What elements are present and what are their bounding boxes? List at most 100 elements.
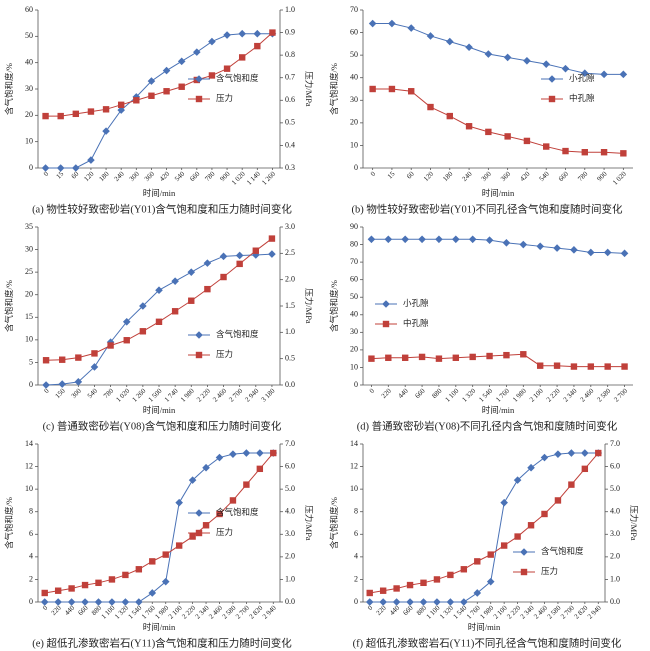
data-point bbox=[57, 112, 64, 120]
data-point bbox=[474, 558, 481, 565]
legend-marker bbox=[195, 351, 203, 359]
x-tick-label: 1 020 bbox=[611, 170, 628, 187]
data-point bbox=[392, 598, 401, 606]
data-point bbox=[67, 598, 76, 606]
y-tick-label: 0 bbox=[29, 163, 33, 172]
chart-caption: (b) 物性较好致密砂岩(Y01)不同孔径含气饱和度随时间变化 bbox=[352, 202, 623, 215]
y-tick-label: 70 bbox=[350, 257, 358, 266]
chart-caption: (f) 超低孔渗致密岩石(Y11)不同孔径含气饱和度随时间变化 bbox=[353, 636, 622, 649]
x-tick-label: 1 320 bbox=[460, 387, 477, 404]
x-tick-label: 60 bbox=[405, 170, 416, 181]
chart-caption: (a) 物性较好致密砂岩(Y01)含气饱和度和压力随时间变化 bbox=[32, 202, 292, 215]
y-tick-label: 40 bbox=[350, 73, 358, 82]
x-tick-label: 2 220 bbox=[180, 604, 197, 621]
data-point bbox=[433, 598, 441, 606]
x-axis-label: 时间/min bbox=[143, 405, 176, 415]
y2-tick-label: 5.0 bbox=[610, 484, 620, 493]
data-point bbox=[379, 598, 387, 606]
y-tick-label: 35 bbox=[25, 222, 33, 231]
data-point bbox=[527, 522, 535, 529]
data-point bbox=[487, 551, 494, 558]
data-point bbox=[187, 268, 196, 276]
chart-caption: (e) 超低孔渗致密岩石(Y11)含气饱和度和压力随时间变化 bbox=[32, 636, 292, 649]
y2-tick-label: 0.3 bbox=[285, 163, 295, 172]
x-tick-label: 0 bbox=[42, 387, 50, 395]
data-point bbox=[445, 37, 454, 46]
y2-tick-label: 2.0 bbox=[610, 552, 620, 561]
y2-tick-label: 0.0 bbox=[285, 597, 295, 606]
y2-tick-label: 1.5 bbox=[285, 301, 295, 310]
x-tick-label: 2 220 bbox=[195, 387, 212, 404]
y-tick-label: 70 bbox=[350, 5, 358, 14]
data-point bbox=[139, 328, 147, 335]
x-tick-label: 150 bbox=[54, 387, 67, 400]
legend-marker bbox=[195, 331, 203, 339]
data-point bbox=[72, 110, 80, 118]
data-point bbox=[162, 551, 169, 558]
x-tick-label: 2 460 bbox=[211, 387, 228, 404]
y-tick-label: 30 bbox=[25, 84, 33, 93]
x-tick-label: 420 bbox=[158, 170, 171, 183]
x-tick-label: 360 bbox=[499, 170, 512, 183]
data-point bbox=[504, 133, 511, 140]
y2-axis-label: 压力/MPa bbox=[629, 505, 639, 541]
x-tick-label: 220 bbox=[380, 387, 393, 400]
data-point bbox=[401, 354, 409, 361]
data-point bbox=[619, 70, 628, 79]
legend-label: 中孔隙 bbox=[403, 318, 429, 328]
data-point bbox=[155, 318, 163, 325]
y-tick-label: 80 bbox=[350, 239, 358, 248]
series-line bbox=[45, 33, 273, 169]
x-tick-label: 2 100 bbox=[528, 387, 545, 404]
data-point bbox=[135, 598, 143, 606]
data-point bbox=[171, 308, 179, 315]
data-point bbox=[256, 449, 264, 457]
x-tick-label: 15 bbox=[386, 170, 397, 181]
y-tick-label: 10 bbox=[25, 136, 33, 145]
legend-marker bbox=[195, 509, 203, 517]
data-point bbox=[600, 70, 608, 79]
data-point bbox=[40, 598, 49, 606]
y2-tick-label: 3.0 bbox=[285, 222, 295, 231]
y-tick-label: 60 bbox=[25, 5, 33, 14]
data-point bbox=[270, 449, 277, 457]
x-tick-label: 660 bbox=[77, 604, 90, 617]
data-point bbox=[147, 77, 156, 85]
data-point bbox=[401, 235, 409, 244]
data-point bbox=[229, 450, 237, 458]
x-tick-label: 360 bbox=[143, 170, 156, 183]
data-point bbox=[536, 362, 544, 369]
data-point bbox=[121, 598, 130, 606]
data-point bbox=[188, 476, 197, 484]
data-point bbox=[368, 19, 377, 28]
y-tick-label: 40 bbox=[350, 310, 358, 319]
data-point bbox=[178, 83, 185, 90]
y-tick-label: 10 bbox=[350, 140, 358, 149]
data-point bbox=[229, 497, 237, 504]
data-point bbox=[385, 354, 392, 361]
y-tick-label: 20 bbox=[25, 290, 33, 299]
data-point bbox=[465, 123, 473, 130]
x-tick-label: 2 460 bbox=[579, 387, 596, 404]
y-tick-label: 60 bbox=[350, 27, 358, 36]
data-point bbox=[542, 60, 551, 68]
y-tick-label: 20 bbox=[350, 118, 358, 127]
data-point bbox=[540, 453, 549, 462]
data-point bbox=[254, 42, 261, 50]
data-point bbox=[514, 533, 521, 540]
data-point bbox=[393, 585, 400, 592]
series-line bbox=[372, 88, 624, 154]
x-tick-label: 1 760 bbox=[465, 604, 482, 621]
x-tick-label: 1 260 bbox=[131, 387, 148, 404]
x-tick-label: 780 bbox=[203, 170, 216, 183]
data-point bbox=[367, 235, 376, 244]
y2-tick-label: 0.9 bbox=[285, 27, 295, 36]
x-tick-label: 2 940 bbox=[244, 387, 261, 404]
y-tick-label: 50 bbox=[25, 31, 33, 40]
y2-tick-label: 6.0 bbox=[610, 461, 620, 470]
data-point bbox=[452, 235, 460, 244]
data-point bbox=[600, 149, 608, 156]
series-line bbox=[371, 238, 625, 254]
data-point bbox=[406, 598, 414, 606]
data-point bbox=[122, 318, 131, 326]
